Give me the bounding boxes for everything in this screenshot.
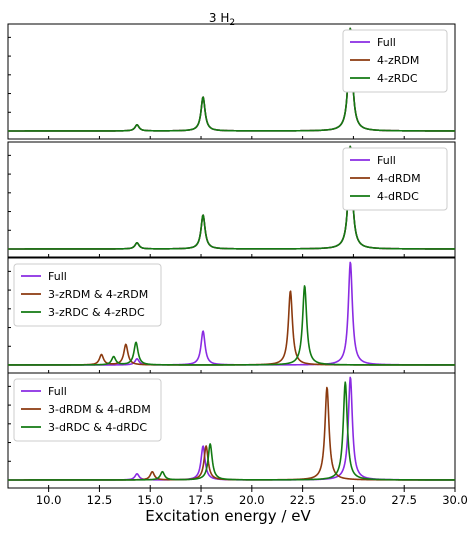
figure-title-main: 3 H: [209, 11, 229, 25]
legend-label: 4-dRDM: [377, 172, 421, 185]
legend-box: [342, 147, 448, 211]
x-tick-label: 27.5: [391, 493, 417, 507]
x-tick-label: 30.0: [442, 493, 468, 507]
legend-label: 3-zRDC & 4-zRDC: [48, 306, 145, 319]
legend-label: 3-dRDC & 4-dRDC: [48, 421, 147, 434]
series-line: [7, 285, 456, 366]
legend-label: Full: [377, 154, 396, 167]
figure-title-subscript: 2: [229, 18, 235, 28]
x-tick-label: 15.0: [137, 493, 163, 507]
x-tick-label: 12.5: [87, 493, 113, 507]
figure-title: 3 H2: [209, 11, 235, 28]
legend-label: 4-zRDC: [377, 72, 418, 85]
panel-1: Full 4-zRDM 4-zRDC: [7, 23, 456, 140]
series-line: [7, 145, 456, 250]
x-tick-label: 20.0: [239, 493, 265, 507]
panel-frame: [7, 141, 456, 258]
x-tick-label: 17.5: [188, 493, 214, 507]
legend-box: [342, 29, 448, 93]
x-tick-label: 22.5: [290, 493, 316, 507]
legend-label: 3-zRDM & 4-zRDM: [48, 288, 148, 301]
panel-2: Full 4-dRDM 4-dRDC: [7, 141, 456, 258]
legend-label: Full: [48, 270, 67, 283]
panel-4: Full 3-dRDM & 4-dRDM 3-dRDC & 4-dRDC: [7, 372, 456, 489]
legend-box: [13, 378, 162, 442]
panel-frame: [7, 372, 456, 489]
panels-group: Full 4-zRDM 4-zRDC Full 4-dRDM 4-dRDC Full 3-zR…: [7, 23, 456, 489]
panel-frame: [7, 23, 456, 140]
legend-label: Full: [48, 385, 67, 398]
legend-label: Full: [377, 36, 396, 49]
legend-label: 3-dRDM & 4-dRDM: [48, 403, 151, 416]
series-line: [7, 381, 456, 481]
x-axis-title: Excitation energy / eV: [145, 507, 311, 525]
x-tick-label: 25.0: [341, 493, 367, 507]
legend-box: [13, 263, 162, 327]
x-axis: 10.0 12.5 15.0 17.5 20.0 22.5 25.0 27.5 30.0: [36, 488, 468, 507]
x-tick-label: 10.0: [36, 493, 62, 507]
legend-label: 4-zRDM: [377, 54, 419, 67]
legend-label: 4-dRDC: [377, 190, 419, 203]
series-line: [7, 27, 456, 132]
panel-3: Full 3-zRDM & 4-zRDM 3-zRDC & 4-zRDC: [7, 257, 456, 374]
